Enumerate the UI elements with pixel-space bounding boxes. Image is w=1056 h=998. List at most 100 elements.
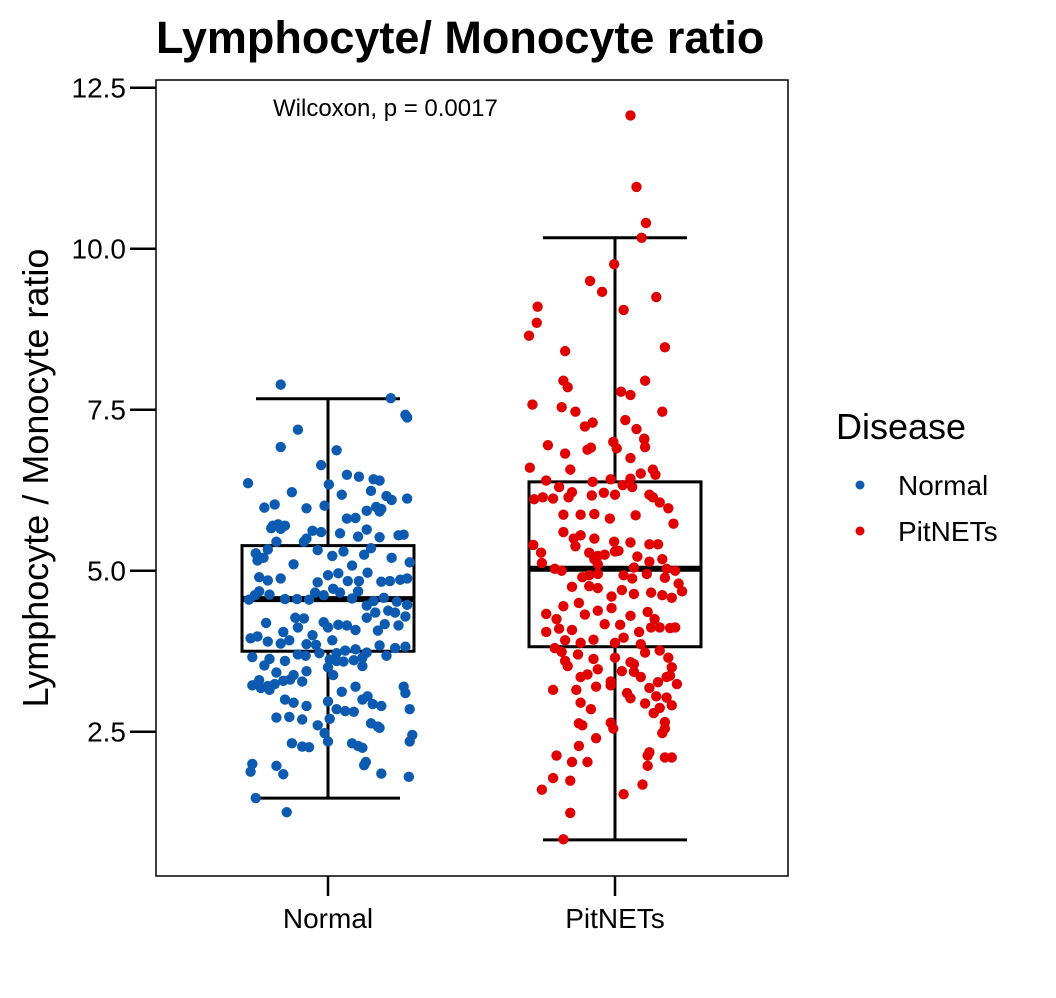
data-point <box>341 513 353 524</box>
data-point <box>590 732 602 744</box>
wilcoxon-annotation: Wilcoxon, p = 0.0017 <box>273 95 498 122</box>
data-point <box>587 476 598 488</box>
data-point <box>632 551 643 562</box>
y-tick-label: 2.5 <box>87 717 126 748</box>
data-point <box>556 646 567 658</box>
data-point <box>298 613 310 624</box>
data-point <box>269 499 280 510</box>
data-point <box>547 772 559 784</box>
y-axis-title: Lymphocyte / Monocyte ratio <box>15 249 56 708</box>
data-point <box>358 760 370 771</box>
plot-panel <box>155 79 789 877</box>
data-point <box>654 622 665 633</box>
data-point <box>558 526 569 538</box>
x-tick-label: PitNETs <box>565 903 665 934</box>
y-tick-label: 7.5 <box>87 395 126 426</box>
data-point <box>400 611 411 622</box>
data-point <box>376 503 387 515</box>
data-point <box>385 392 396 404</box>
data-point <box>323 479 335 490</box>
data-point <box>584 547 595 558</box>
data-point <box>264 684 275 696</box>
data-point <box>608 258 620 270</box>
data-point <box>628 658 640 670</box>
data-point <box>652 539 664 550</box>
data-point <box>587 417 598 428</box>
data-point <box>291 593 303 605</box>
data-point <box>370 607 381 618</box>
data-point <box>559 635 571 646</box>
data-point <box>654 702 665 714</box>
data-point <box>625 537 636 548</box>
data-point <box>558 509 569 520</box>
data-point <box>292 649 304 660</box>
data-point <box>374 532 385 543</box>
data-point <box>630 510 641 521</box>
data-point <box>575 637 586 649</box>
data-point <box>333 568 344 579</box>
data-point <box>641 568 653 580</box>
data-point <box>242 477 254 489</box>
data-point <box>588 634 599 645</box>
data-point <box>262 544 273 555</box>
data-point <box>275 441 286 453</box>
data-point <box>365 485 377 497</box>
data-point <box>271 536 282 547</box>
data-point <box>645 622 657 633</box>
data-point <box>661 563 672 575</box>
data-point <box>625 693 636 704</box>
data-point <box>352 586 364 597</box>
data-point <box>327 635 338 646</box>
data-point <box>615 386 627 397</box>
data-point <box>315 526 327 538</box>
data-point <box>301 638 312 650</box>
data-point <box>362 567 373 578</box>
data-point <box>314 647 325 659</box>
data-point <box>286 738 298 749</box>
data-point <box>553 623 565 634</box>
data-point <box>389 607 401 618</box>
data-point <box>262 636 273 647</box>
data-point <box>599 618 610 630</box>
data-point <box>666 700 677 711</box>
points-pitnets <box>523 110 688 845</box>
data-point <box>357 694 368 705</box>
data-point <box>663 652 674 663</box>
data-point <box>573 597 585 609</box>
data-point <box>618 304 629 316</box>
data-point <box>547 684 559 696</box>
data-point <box>528 539 539 551</box>
data-point <box>650 469 661 480</box>
data-point <box>565 464 576 475</box>
data-point <box>606 602 617 614</box>
data-point <box>254 571 265 583</box>
data-point <box>605 680 616 691</box>
data-point <box>279 593 291 605</box>
data-point <box>551 613 562 625</box>
data-point <box>258 552 269 564</box>
data-point <box>618 570 629 581</box>
data-point <box>584 580 595 592</box>
data-point <box>401 573 413 584</box>
data-point <box>331 647 342 659</box>
data-point <box>334 528 346 539</box>
data-point <box>582 444 593 455</box>
data-point <box>592 559 603 570</box>
data-point <box>259 660 270 671</box>
legend-label: Normal <box>898 470 988 501</box>
data-point <box>635 671 646 683</box>
data-point <box>639 441 651 453</box>
data-point <box>625 610 636 622</box>
data-point <box>393 620 404 631</box>
data-point <box>608 536 620 547</box>
data-point <box>631 423 642 435</box>
data-point <box>589 533 600 544</box>
data-point <box>374 722 385 734</box>
data-point <box>571 684 582 696</box>
data-point <box>281 807 292 818</box>
data-point <box>367 698 378 710</box>
y-tick-label: 5.0 <box>87 556 126 587</box>
data-point <box>618 632 629 643</box>
data-point <box>639 433 650 444</box>
